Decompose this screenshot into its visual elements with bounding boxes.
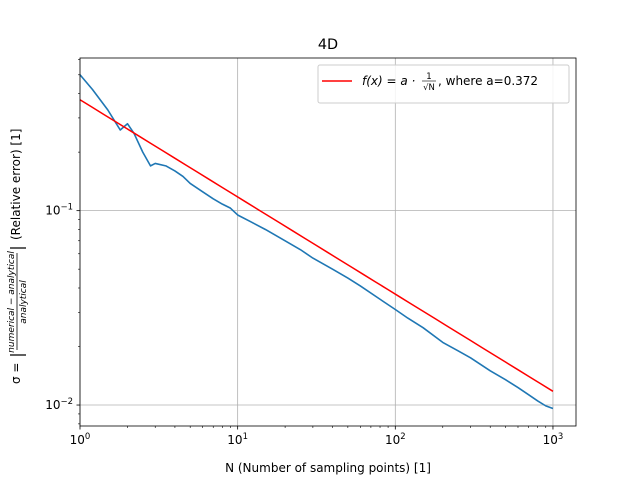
legend-label-tail: , where a=0.372	[438, 74, 538, 88]
y-tick-label: 10−2	[45, 397, 73, 412]
y-axis-label-suffix: (Relative error) [1]	[9, 129, 23, 240]
y-axis-label-abs-bars	[10, 247, 26, 356]
legend-label-fx: f(x) = a ·	[362, 74, 415, 88]
y-axis-label-numerator: numerical − analytical	[7, 251, 17, 353]
y-tick-label: 10−1	[45, 203, 73, 218]
x-axis-label: N (Number of sampling points) [1]	[225, 461, 431, 475]
y-axis-label: σ = numerical − analytical analytical (R…	[7, 129, 29, 384]
legend-label-num: 1	[426, 72, 431, 82]
x-tick-label: 100	[70, 432, 91, 447]
series-line-fit	[79, 99, 554, 392]
x-tick-label: 103	[543, 432, 564, 447]
series-line-measured	[79, 74, 554, 410]
axes-frame	[79, 57, 577, 427]
legend: f(x) = a · 1 √N , where a=0.372	[317, 64, 570, 104]
x-tick-label: 101	[227, 432, 248, 447]
legend-label-den: √N	[423, 83, 435, 93]
chart-title: 4D	[318, 37, 338, 53]
series-layer	[79, 74, 554, 410]
ticks: 100 101 102 103 10−2 10−1	[45, 59, 563, 447]
y-axis-label-prefix: σ =	[9, 363, 23, 384]
legend-frame	[317, 64, 570, 104]
y-axis-label-denominator: analytical	[19, 280, 29, 324]
x-tick-label: 102	[385, 432, 406, 447]
